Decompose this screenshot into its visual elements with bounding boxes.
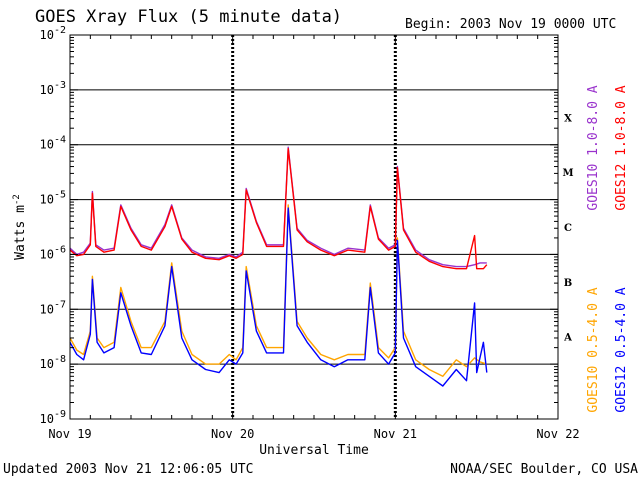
y-tick-label-base: 10	[40, 83, 54, 97]
y-tick-label-exp: -4	[54, 135, 66, 146]
x-tick-label: Nov 20	[211, 427, 254, 441]
y-tick-label: 10-5	[40, 190, 67, 207]
y-tick-label-exp: -2	[54, 25, 66, 36]
y-tick-label-exp: -3	[54, 80, 66, 91]
x-tick-label: Nov 22	[536, 427, 579, 441]
legend-entry-goes10-1-0-8-0-a: GOES10 1.0-8.0 A	[586, 85, 601, 210]
y-tick-label-base: 10	[40, 412, 54, 426]
y-tick-label: 10-7	[40, 299, 67, 316]
legend: GOES10 1.0-8.0 A GOES12 1.0-8.0 A GOES10 0…	[586, 85, 629, 412]
y-axis-label-base: Watts m	[13, 205, 28, 260]
day-dividers	[231, 35, 397, 419]
x-tick-labels: Nov 19 Nov 20 Nov 21 Nov 22	[48, 427, 579, 441]
x-tick-label: Nov 19	[48, 427, 91, 441]
updated-timestamp: Updated 2003 Nov 21 12:06:05 UTC	[3, 462, 253, 477]
y-tick-label-exp: -5	[54, 190, 66, 201]
y-tick-label-base: 10	[40, 28, 54, 42]
y-tick-label-base: 10	[40, 247, 54, 261]
plot-frame	[69, 34, 559, 420]
y-tick-label-base: 10	[40, 357, 54, 371]
y-axis-label: Watts m-2	[12, 194, 28, 260]
y-tick-label: 10-9	[40, 409, 67, 426]
y-tick-label-exp: -6	[54, 244, 66, 255]
x-tick-label: Nov 21	[374, 427, 417, 441]
axis-ticks	[69, 34, 559, 420]
flare-class-c: C	[564, 223, 572, 234]
flare-class-m: M	[562, 168, 573, 179]
y-tick-label: 10-3	[40, 80, 67, 97]
y-tick-label: 10-8	[40, 354, 67, 371]
grid-layer	[70, 89, 558, 365]
series-line-goes10-1-0-8-0-a	[69, 146, 487, 268]
flux-traces	[69, 146, 488, 387]
credit-text: NOAA/SEC Boulder, CO USA	[450, 462, 638, 477]
y-tick-label: 10-2	[40, 25, 67, 42]
flare-class-a: A	[563, 333, 572, 344]
x-axis-label: Universal Time	[259, 443, 369, 458]
y-tick-labels: 10-210-310-410-510-610-710-810-9	[40, 25, 67, 426]
y-tick-label: 10-4	[40, 135, 67, 152]
y-tick-label-base: 10	[40, 138, 54, 152]
y-tick-label: 10-6	[40, 244, 67, 261]
flare-class-labels: X M C B A	[562, 113, 573, 343]
y-tick-label-exp: -8	[54, 354, 66, 365]
legend-entry-goes12-0-5-4-0-a: GOES12 0.5-4.0 A	[614, 287, 629, 412]
begin-date: Begin: 2003 Nov 19 0000 UTC	[405, 17, 616, 32]
legend-entry-goes10-0-5-4-0-a: GOES10 0.5-4.0 A	[586, 287, 601, 412]
series-line-goes12-0-5-4-0-a	[69, 207, 488, 387]
chart-title: GOES Xray Flux (5 minute data)	[35, 7, 342, 27]
y-tick-label-exp: -7	[54, 299, 66, 310]
y-tick-label-base: 10	[40, 193, 54, 207]
legend-entry-goes12-1-0-8-0-a: GOES12 1.0-8.0 A	[614, 85, 629, 210]
y-tick-label-base: 10	[40, 302, 54, 316]
flare-class-b: B	[564, 278, 572, 289]
y-axis-label-exp: -2	[12, 194, 22, 205]
y-tick-label-exp: -9	[54, 409, 66, 420]
flare-class-x: X	[564, 113, 572, 124]
series-line-goes12-1-0-8-0-a	[69, 147, 488, 270]
